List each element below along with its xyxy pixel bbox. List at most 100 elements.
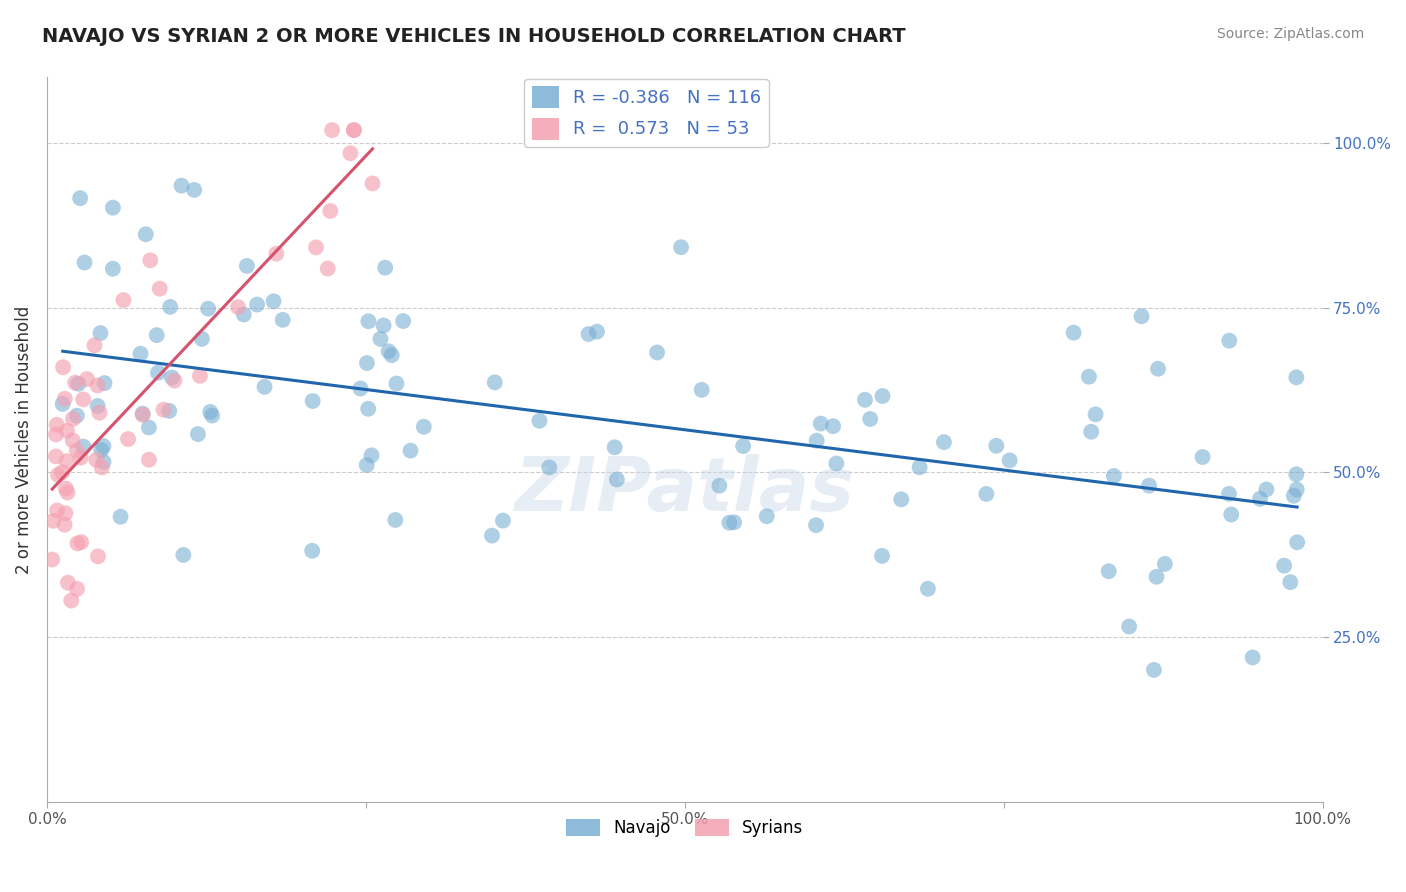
Point — [806, 434, 828, 448]
Point — [66, 536, 89, 550]
Point — [87, 549, 110, 564]
Point — [117, 432, 139, 446]
Point — [72, 392, 94, 407]
Point — [492, 514, 515, 528]
Point — [377, 344, 399, 359]
Point — [412, 419, 434, 434]
Point — [301, 394, 323, 409]
Point — [66, 582, 89, 596]
Point — [733, 439, 755, 453]
Point — [853, 392, 876, 407]
Point — [76, 372, 98, 386]
Point — [129, 347, 152, 361]
Point — [56, 575, 79, 590]
Point — [1272, 558, 1295, 573]
Point — [998, 453, 1021, 467]
Point — [132, 408, 155, 422]
Point — [690, 383, 713, 397]
Point — [90, 442, 112, 457]
Point — [1146, 570, 1168, 584]
Point — [349, 382, 371, 396]
Point — [1137, 478, 1160, 492]
Point — [52, 397, 75, 411]
Point — [1063, 326, 1085, 340]
Point — [399, 443, 422, 458]
Point — [56, 485, 79, 500]
Point — [138, 420, 160, 434]
Point — [1143, 663, 1166, 677]
Point — [392, 314, 415, 328]
Point — [529, 414, 551, 428]
Point — [191, 332, 214, 346]
Point — [86, 399, 108, 413]
Point — [709, 478, 731, 492]
Point — [200, 405, 222, 419]
Point — [89, 326, 111, 340]
Point — [69, 450, 91, 465]
Point — [66, 409, 89, 423]
Point — [917, 582, 939, 596]
Point — [62, 434, 84, 448]
Point — [669, 240, 692, 254]
Point — [266, 246, 288, 260]
Point — [484, 376, 506, 390]
Point — [1285, 467, 1308, 482]
Point — [723, 516, 745, 530]
Point — [53, 517, 76, 532]
Point — [45, 427, 67, 442]
Point — [70, 535, 93, 549]
Legend: Navajo, Syrians: Navajo, Syrians — [560, 813, 810, 844]
Point — [110, 509, 132, 524]
Point — [52, 360, 75, 375]
Point — [146, 366, 169, 380]
Point — [385, 376, 408, 391]
Point — [236, 259, 259, 273]
Point — [93, 455, 115, 469]
Point — [1285, 483, 1308, 497]
Point — [69, 191, 91, 205]
Point — [246, 297, 269, 311]
Text: NAVAJO VS SYRIAN 2 OR MORE VEHICLES IN HOUSEHOLD CORRELATION CHART: NAVAJO VS SYRIAN 2 OR MORE VEHICLES IN H… — [42, 27, 905, 45]
Point — [55, 454, 77, 468]
Point — [1118, 619, 1140, 633]
Point — [187, 427, 209, 442]
Point — [357, 401, 380, 416]
Point — [374, 260, 396, 275]
Point — [586, 325, 609, 339]
Point — [1256, 483, 1278, 497]
Point — [986, 439, 1008, 453]
Point — [1191, 450, 1213, 464]
Point — [72, 440, 94, 454]
Point — [890, 492, 912, 507]
Point — [1154, 557, 1177, 571]
Point — [755, 509, 778, 524]
Point — [42, 514, 65, 528]
Point — [1098, 564, 1121, 578]
Point — [316, 261, 339, 276]
Point — [51, 466, 73, 480]
Point — [62, 412, 84, 426]
Point — [41, 552, 63, 566]
Point — [183, 183, 205, 197]
Point — [53, 506, 76, 520]
Point — [1285, 370, 1308, 384]
Point — [46, 467, 69, 482]
Point — [373, 318, 395, 333]
Point — [83, 338, 105, 352]
Point — [1286, 535, 1309, 549]
Point — [159, 300, 181, 314]
Point — [384, 513, 406, 527]
Point — [112, 293, 135, 307]
Point — [305, 240, 328, 254]
Point — [356, 458, 378, 472]
Point — [810, 417, 832, 431]
Point — [86, 453, 108, 467]
Point — [1279, 575, 1302, 590]
Point — [823, 419, 845, 434]
Point — [301, 543, 323, 558]
Point — [578, 326, 600, 341]
Point — [361, 177, 384, 191]
Point — [825, 457, 848, 471]
Point — [1077, 369, 1099, 384]
Point — [481, 528, 503, 542]
